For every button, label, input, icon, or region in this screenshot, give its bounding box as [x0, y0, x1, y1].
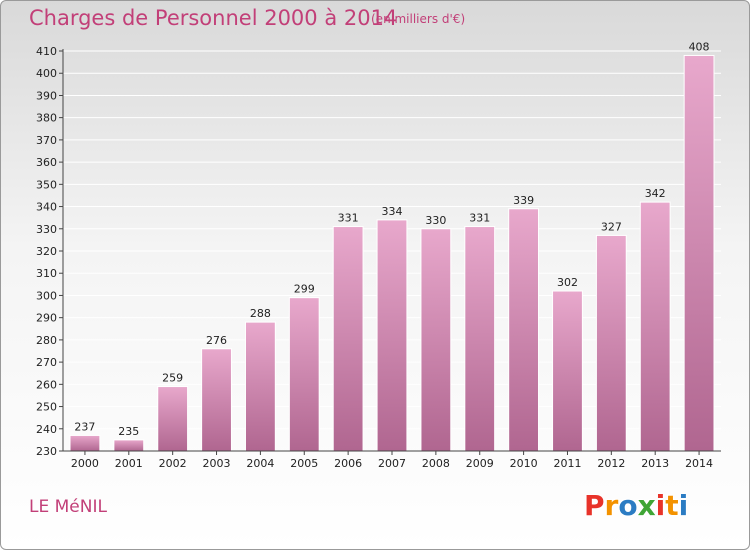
bars: 237 235 259 276 288 299 331 334 330 331 339 302 327 3… [69, 40, 715, 452]
bar-2000 [69, 434, 101, 452]
bar-2004 [244, 321, 276, 452]
x-tick-label: 2006 [334, 457, 362, 470]
bar-2007 [376, 219, 408, 452]
bar-value-label: 327 [601, 220, 622, 233]
y-tick-label: 260 [36, 378, 57, 391]
y-tick-label: 290 [36, 312, 57, 325]
bar-value-label: 334 [382, 205, 403, 218]
x-tick-label: 2007 [378, 457, 406, 470]
y-tick-label: 330 [36, 223, 57, 236]
bar-value-label: 331 [469, 212, 490, 225]
town-name: LE MéNIL [29, 497, 107, 517]
bar-value-label: 342 [645, 187, 666, 200]
bar-2013 [639, 201, 671, 452]
y-tick-label: 270 [36, 356, 57, 369]
y-tick-label: 410 [36, 45, 57, 58]
bar-2001 [113, 439, 145, 452]
y-tick-label: 400 [36, 67, 57, 80]
y-tick-label: 350 [36, 178, 57, 191]
chart-subtitle: (en milliers d'€) [371, 12, 466, 26]
x-tick-label: 2014 [685, 457, 713, 470]
x-axis: 2000 2001 2002 2003 2004 2005 2006 2007 2008 2009… [63, 450, 721, 470]
y-tick-label: 240 [36, 423, 57, 436]
bar-value-label: 339 [513, 194, 534, 207]
x-tick-label: 2002 [159, 457, 187, 470]
x-tick-label: 2004 [246, 457, 274, 470]
bar-value-label: 302 [557, 276, 578, 289]
x-tick-label: 2003 [203, 457, 231, 470]
bar-value-label: 288 [250, 307, 271, 320]
logo-letter: x [637, 489, 656, 522]
logo-letter: t [665, 489, 679, 522]
x-tick-label: 2001 [115, 457, 143, 470]
bar-2003 [201, 348, 232, 452]
x-tick-label: 2012 [597, 457, 625, 470]
bar-value-label: 330 [425, 214, 446, 227]
bar-2011 [552, 290, 583, 452]
bar-2002 [157, 386, 189, 452]
proxiti-logo[interactable]: Proxiti [584, 489, 688, 522]
x-tick-label: 2008 [422, 457, 450, 470]
y-axis: 230 240 250 260 270 280 290 300 310 320 330 340 350 3… [36, 45, 64, 458]
bar-value-label: 235 [118, 425, 139, 438]
y-tick-label: 310 [36, 267, 57, 280]
logo-letter: P [584, 489, 605, 522]
bar-2006 [332, 226, 364, 452]
y-tick-label: 250 [36, 401, 57, 414]
logo-letter: o [618, 489, 638, 522]
logo-letter: r [604, 489, 619, 522]
bar-value-label: 276 [206, 334, 227, 347]
bar-value-label: 299 [294, 283, 315, 296]
y-tick-label: 230 [36, 445, 57, 458]
y-tick-label: 370 [36, 134, 57, 147]
x-tick-label: 2000 [71, 457, 99, 470]
bar-value-label: 408 [689, 40, 710, 53]
y-tick-label: 390 [36, 89, 57, 102]
bar-2005 [288, 297, 320, 452]
bar-2008 [420, 228, 452, 452]
logo-letter: i [655, 489, 666, 522]
y-tick-label: 300 [36, 289, 57, 302]
y-tick-label: 320 [36, 245, 57, 258]
x-tick-label: 2013 [641, 457, 669, 470]
y-tick-label: 280 [36, 334, 57, 347]
bar-2014 [683, 54, 715, 452]
x-tick-label: 2011 [553, 457, 581, 470]
chart-title: Charges de Personnel 2000 à 2014 [29, 6, 398, 30]
y-tick-label: 340 [36, 201, 57, 214]
y-tick-label: 380 [36, 112, 57, 125]
y-tick-label: 360 [36, 156, 57, 169]
bar-value-label: 237 [74, 420, 95, 433]
bar-value-label: 259 [162, 372, 183, 385]
bar-2009 [464, 226, 496, 452]
x-tick-label: 2009 [466, 457, 494, 470]
bar-2010 [508, 208, 540, 452]
bar-2012 [595, 234, 627, 452]
x-tick-label: 2005 [290, 457, 318, 470]
logo-letter: i [678, 489, 689, 522]
bar-value-label: 331 [338, 212, 359, 225]
x-tick-label: 2010 [510, 457, 538, 470]
